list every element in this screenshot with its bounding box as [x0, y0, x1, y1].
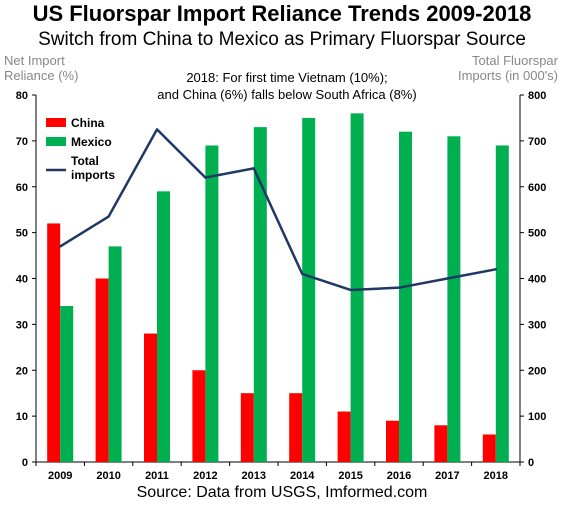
chart-annotation: 2018: For first time Vietnam (10%); and … [110, 69, 464, 103]
legend-label-total-imports: imports [71, 168, 115, 182]
right-axis-title-line-2: Imports (in 000's) [457, 68, 558, 83]
line-total-imports [59, 128, 497, 292]
bar-china [289, 393, 303, 462]
bar-mexico [108, 246, 122, 462]
right-tick-label: 0 [528, 457, 534, 469]
point-total-imports [59, 245, 62, 248]
left-tick-label: 80 [16, 90, 28, 102]
left-tick-label: 70 [16, 136, 28, 148]
annotation-line-2: and China (6%) falls below South Africa … [157, 87, 417, 102]
x-tick-label: 2016 [387, 470, 411, 482]
bar-china [47, 223, 61, 462]
left-tick-label: 50 [16, 228, 28, 240]
chart-title: US Fluorspar Import Reliance Trends 2009… [32, 1, 532, 26]
left-tick-label: 0 [22, 457, 28, 469]
left-tick-label: 40 [16, 274, 28, 286]
bar-mexico [350, 113, 364, 462]
right-tick-label: 200 [528, 365, 546, 377]
bar-china [386, 420, 399, 462]
left-tick-label: 20 [16, 365, 28, 377]
bar-mexico [495, 145, 509, 462]
point-total-imports [155, 128, 159, 131]
legend-swatch-china [46, 118, 66, 127]
left-axis-title-line-2: Reliance (%) [4, 68, 79, 83]
bar-mexico [447, 136, 461, 462]
left-tick-label: 30 [16, 319, 28, 331]
right-axis-title: Total Fluorspar Imports (in 000's) [458, 53, 558, 83]
point-total-imports [252, 167, 255, 170]
point-total-imports [301, 272, 304, 276]
point-total-imports [494, 268, 497, 271]
bar-mexico [253, 127, 267, 463]
x-tick-label: 2011 [145, 470, 169, 482]
right-tick-label: 600 [528, 182, 546, 194]
point-total-imports [204, 176, 207, 179]
left-axis-title: Net Import Reliance (%) [4, 53, 78, 83]
right-tick-label: 500 [528, 228, 546, 240]
right-tick-label: 300 [528, 319, 546, 331]
bar-mexico [302, 117, 316, 462]
x-tick-label: 2009 [48, 470, 72, 482]
bar-china [192, 370, 206, 462]
legend-label-mexico: Mexico [71, 135, 112, 149]
right-tick-label: 800 [528, 90, 546, 102]
bar-china [95, 278, 109, 462]
bar-china [144, 333, 157, 462]
left-tick-label: 10 [16, 411, 28, 423]
legend-label-total-imports: Total [71, 154, 99, 168]
bar-china [240, 393, 254, 462]
bar-mexico [205, 145, 219, 462]
right-tick-label: 400 [528, 274, 546, 286]
x-tick-label: 2012 [193, 470, 217, 482]
annotation-line-1: 2018: For first time Vietnam (10%); [186, 70, 388, 85]
point-total-imports [349, 288, 352, 292]
point-total-imports [107, 215, 110, 218]
right-axis-title-line-1: Total Fluorspar [472, 53, 558, 68]
point-total-imports [446, 277, 449, 280]
chart-source: Source: Data from USGS, Imformed.com [136, 484, 428, 501]
legend-label-china: China [71, 116, 105, 130]
bar-mexico [157, 191, 170, 462]
x-tick-label: 2010 [96, 470, 120, 482]
bar-china [337, 411, 351, 462]
x-tick-label: 2015 [338, 470, 362, 482]
left-axis-title-line-1: Net Import [4, 53, 65, 68]
bar-mexico [60, 306, 74, 462]
left-tick-label: 60 [16, 182, 28, 194]
x-tick-label: 2017 [435, 470, 459, 482]
point-total-imports [397, 286, 401, 289]
x-tick-label: 2013 [242, 470, 266, 482]
bar-china [434, 425, 448, 462]
right-tick-label: 700 [528, 136, 546, 148]
x-tick-label: 2014 [290, 470, 315, 482]
x-tick-label: 2018 [484, 470, 508, 482]
chart-subtitle: Switch from China to Mexico as Primary F… [38, 29, 526, 50]
right-tick-label: 100 [528, 411, 546, 423]
bar-china [482, 434, 496, 462]
bar-mexico [399, 131, 412, 462]
legend-swatch-mexico [46, 137, 66, 146]
